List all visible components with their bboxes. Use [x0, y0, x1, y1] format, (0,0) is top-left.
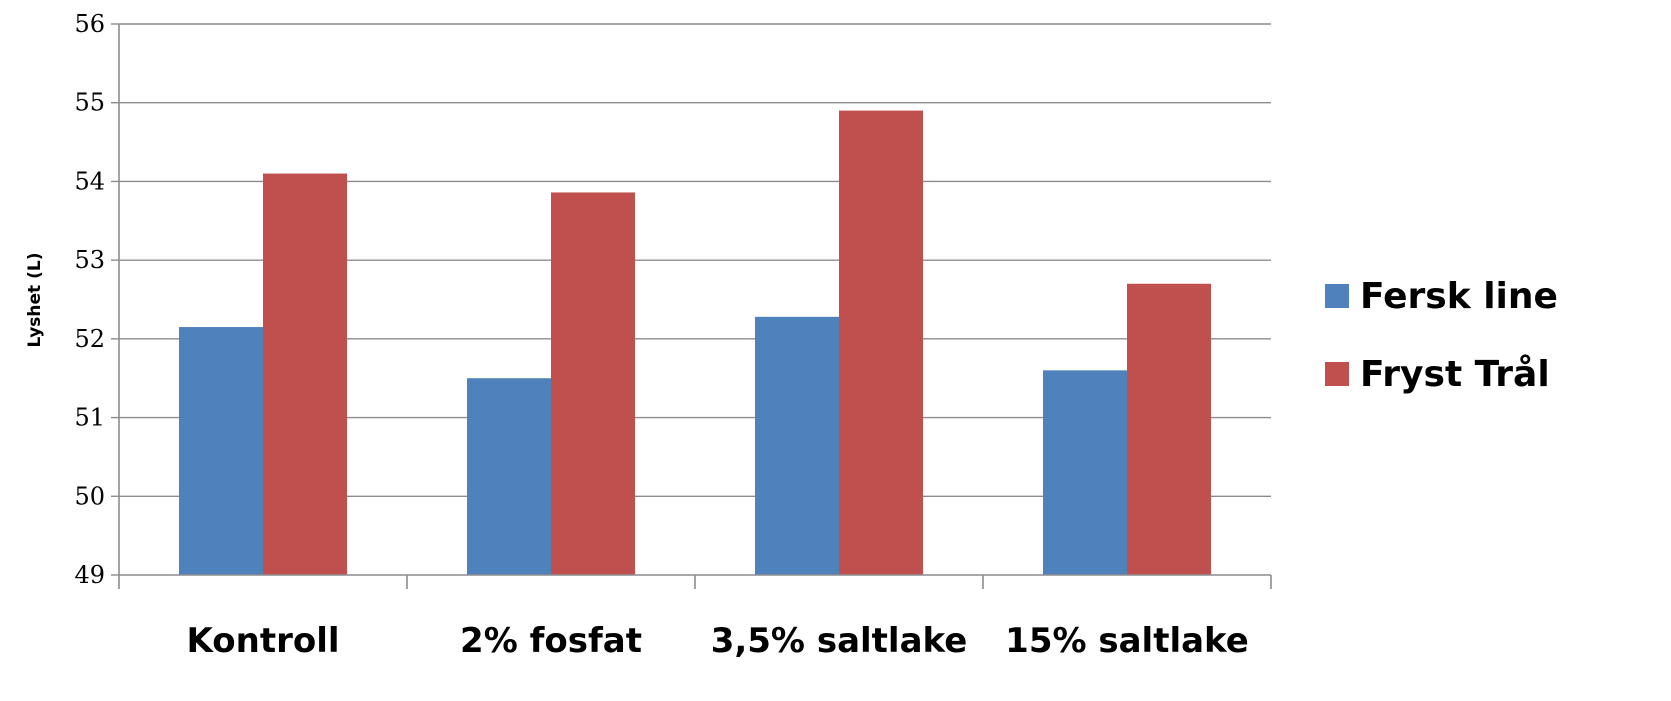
y-tick-label: 52 [74, 325, 105, 353]
axes [118, 24, 1272, 589]
legend-swatch [1325, 362, 1349, 386]
legend: Fersk line Fryst Trål [1325, 276, 1558, 395]
y-tick-labels: 49 50 51 52 53 54 55 56 [74, 10, 105, 589]
y-tick-label: 53 [74, 246, 105, 274]
bar-series-1 [179, 327, 263, 575]
x-tick-label: 15% saltlake [1005, 621, 1249, 661]
bar-series-1 [1043, 370, 1127, 575]
legend-label: Fersk line [1360, 276, 1558, 317]
bar-series-1 [755, 316, 839, 575]
x-tick-label: 2% fosfat [460, 621, 642, 661]
x-tick-labels: Kontroll 2% fosfat 3,5% saltlake 15% saltla… [187, 621, 1249, 661]
y-tick-label: 49 [74, 561, 105, 589]
bar-series-2 [551, 192, 635, 575]
y-tick-label: 54 [74, 167, 105, 195]
legend-swatch [1325, 284, 1349, 308]
bar-series-2 [839, 110, 923, 575]
legend-label: Fryst Trål [1360, 354, 1550, 395]
bar-series-1 [467, 378, 551, 575]
x-tick-label: Kontroll [187, 621, 340, 661]
bar-series-2 [1127, 283, 1211, 575]
y-tick-label: 56 [74, 10, 105, 38]
bar-series-2 [263, 173, 347, 576]
y-tick-label: 55 [74, 89, 105, 117]
y-tick-label: 51 [74, 404, 105, 432]
y-axis-label: Lyshet (L) [25, 253, 45, 348]
bars [179, 110, 1211, 576]
y-tick-label: 50 [74, 482, 105, 510]
x-tick-label: 3,5% saltlake [711, 621, 968, 661]
